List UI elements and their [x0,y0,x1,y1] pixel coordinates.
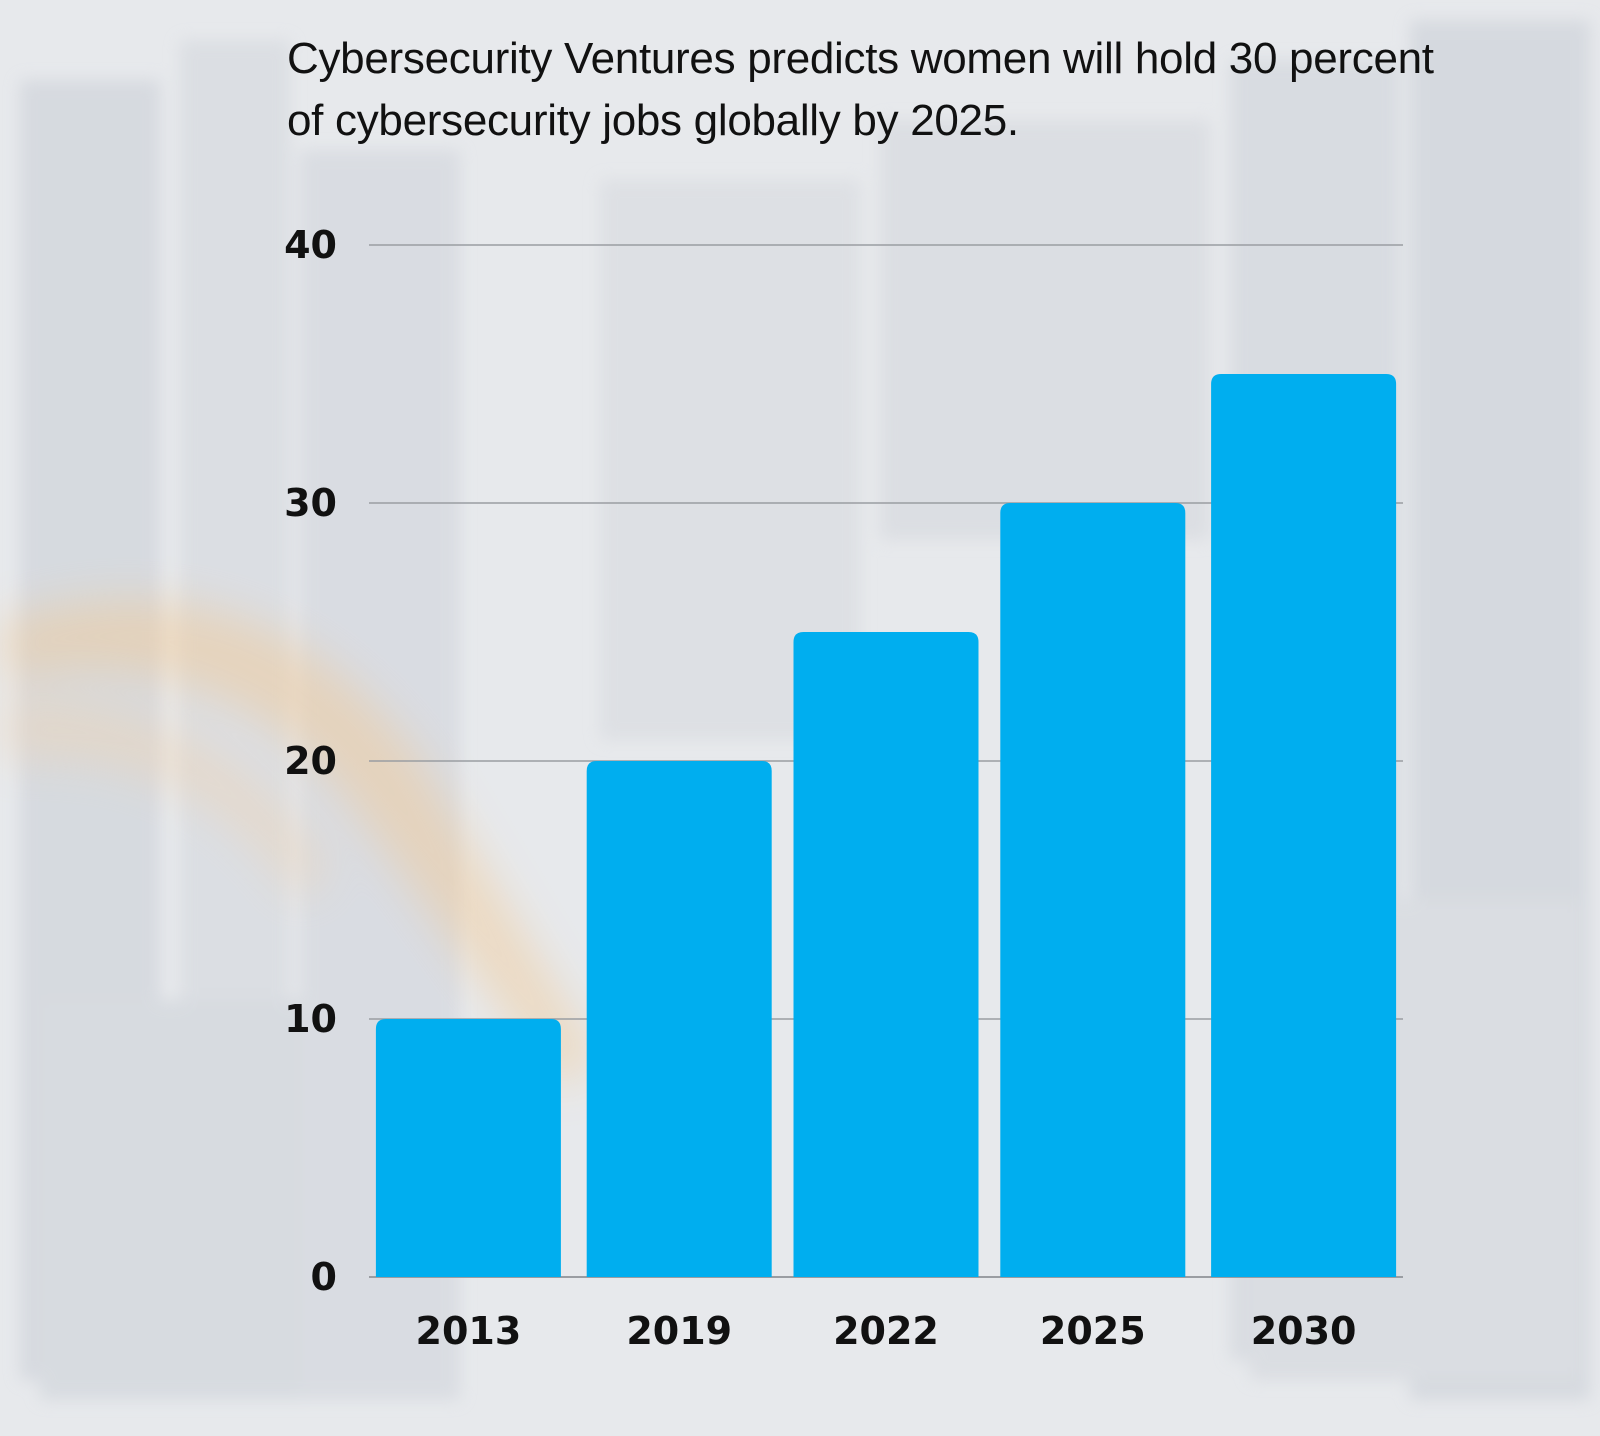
x-tick-label: 2022 [833,1309,939,1353]
y-axis-tick-labels: 0 10 20 30 40 [284,223,337,1299]
y-tick-label: 20 [284,739,337,783]
x-tick-label: 2019 [626,1309,732,1353]
y-tick-label: 10 [284,997,337,1041]
y-tick-label: 30 [284,481,337,525]
y-tick-label: 0 [311,1255,337,1299]
x-tick-label: 2030 [1251,1309,1357,1353]
x-tick-label: 2013 [416,1309,522,1353]
x-tick-label: 2025 [1040,1309,1146,1353]
bar-2019 [586,761,772,1277]
bar-2025 [1000,503,1186,1277]
bar-2030 [1211,374,1397,1277]
chart-title: Cybersecurity Ventures predicts women wi… [287,34,1434,145]
y-tick-label: 40 [284,223,337,267]
bars [375,374,1397,1277]
bar-2022 [793,632,979,1277]
bar-2013 [375,1019,561,1277]
x-axis-tick-labels: 2013 2019 2022 2025 2030 [416,1309,1357,1353]
